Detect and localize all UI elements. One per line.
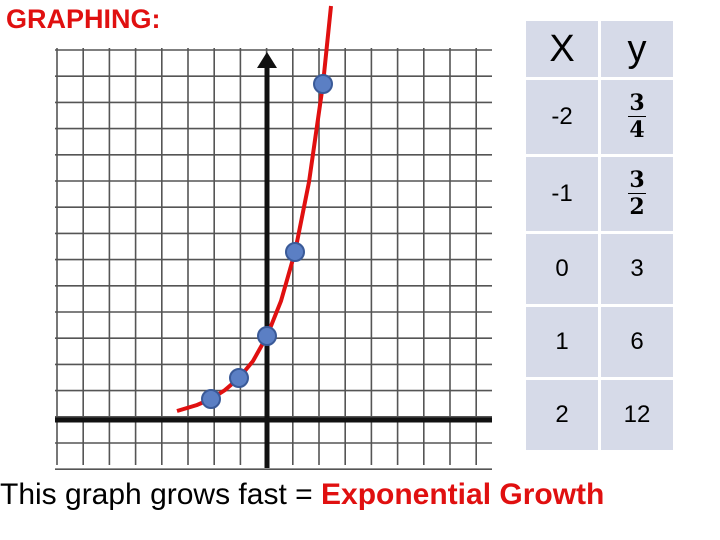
table-header: y <box>601 21 673 77</box>
fraction-bar <box>628 193 646 194</box>
table-row: 2 12 <box>526 380 673 450</box>
title: GRAPHING: <box>6 4 161 34</box>
x-cell: -2 <box>526 80 598 154</box>
y-cell: 3 <box>601 234 673 304</box>
y-cell: 12 <box>601 380 673 450</box>
caption-text: This graph grows fast = <box>0 478 313 511</box>
table-row: -1 3 2 <box>526 157 673 231</box>
point <box>285 242 305 262</box>
caption-highlight: Exponential Growth <box>321 478 605 511</box>
x-cell: -1 <box>526 157 598 231</box>
x-cell: 1 <box>526 307 598 377</box>
y-cell: 6 <box>601 307 673 377</box>
fraction-bar <box>628 116 646 117</box>
denominator: 4 <box>629 117 645 143</box>
table-row: -2 3 4 <box>526 80 673 154</box>
numerator: 3 <box>629 90 645 116</box>
x-cell: 0 <box>526 234 598 304</box>
denominator: 2 <box>629 194 645 220</box>
y-axis-arrow <box>257 52 277 68</box>
curve <box>176 5 333 413</box>
point <box>229 368 249 388</box>
table-header: X <box>526 21 598 77</box>
caption: This graph grows fast = Exponential Grow… <box>0 478 720 512</box>
point <box>313 74 333 94</box>
point <box>201 389 221 409</box>
numerator: 3 <box>629 167 645 193</box>
x-cell: 2 <box>526 380 598 450</box>
point <box>257 326 277 346</box>
